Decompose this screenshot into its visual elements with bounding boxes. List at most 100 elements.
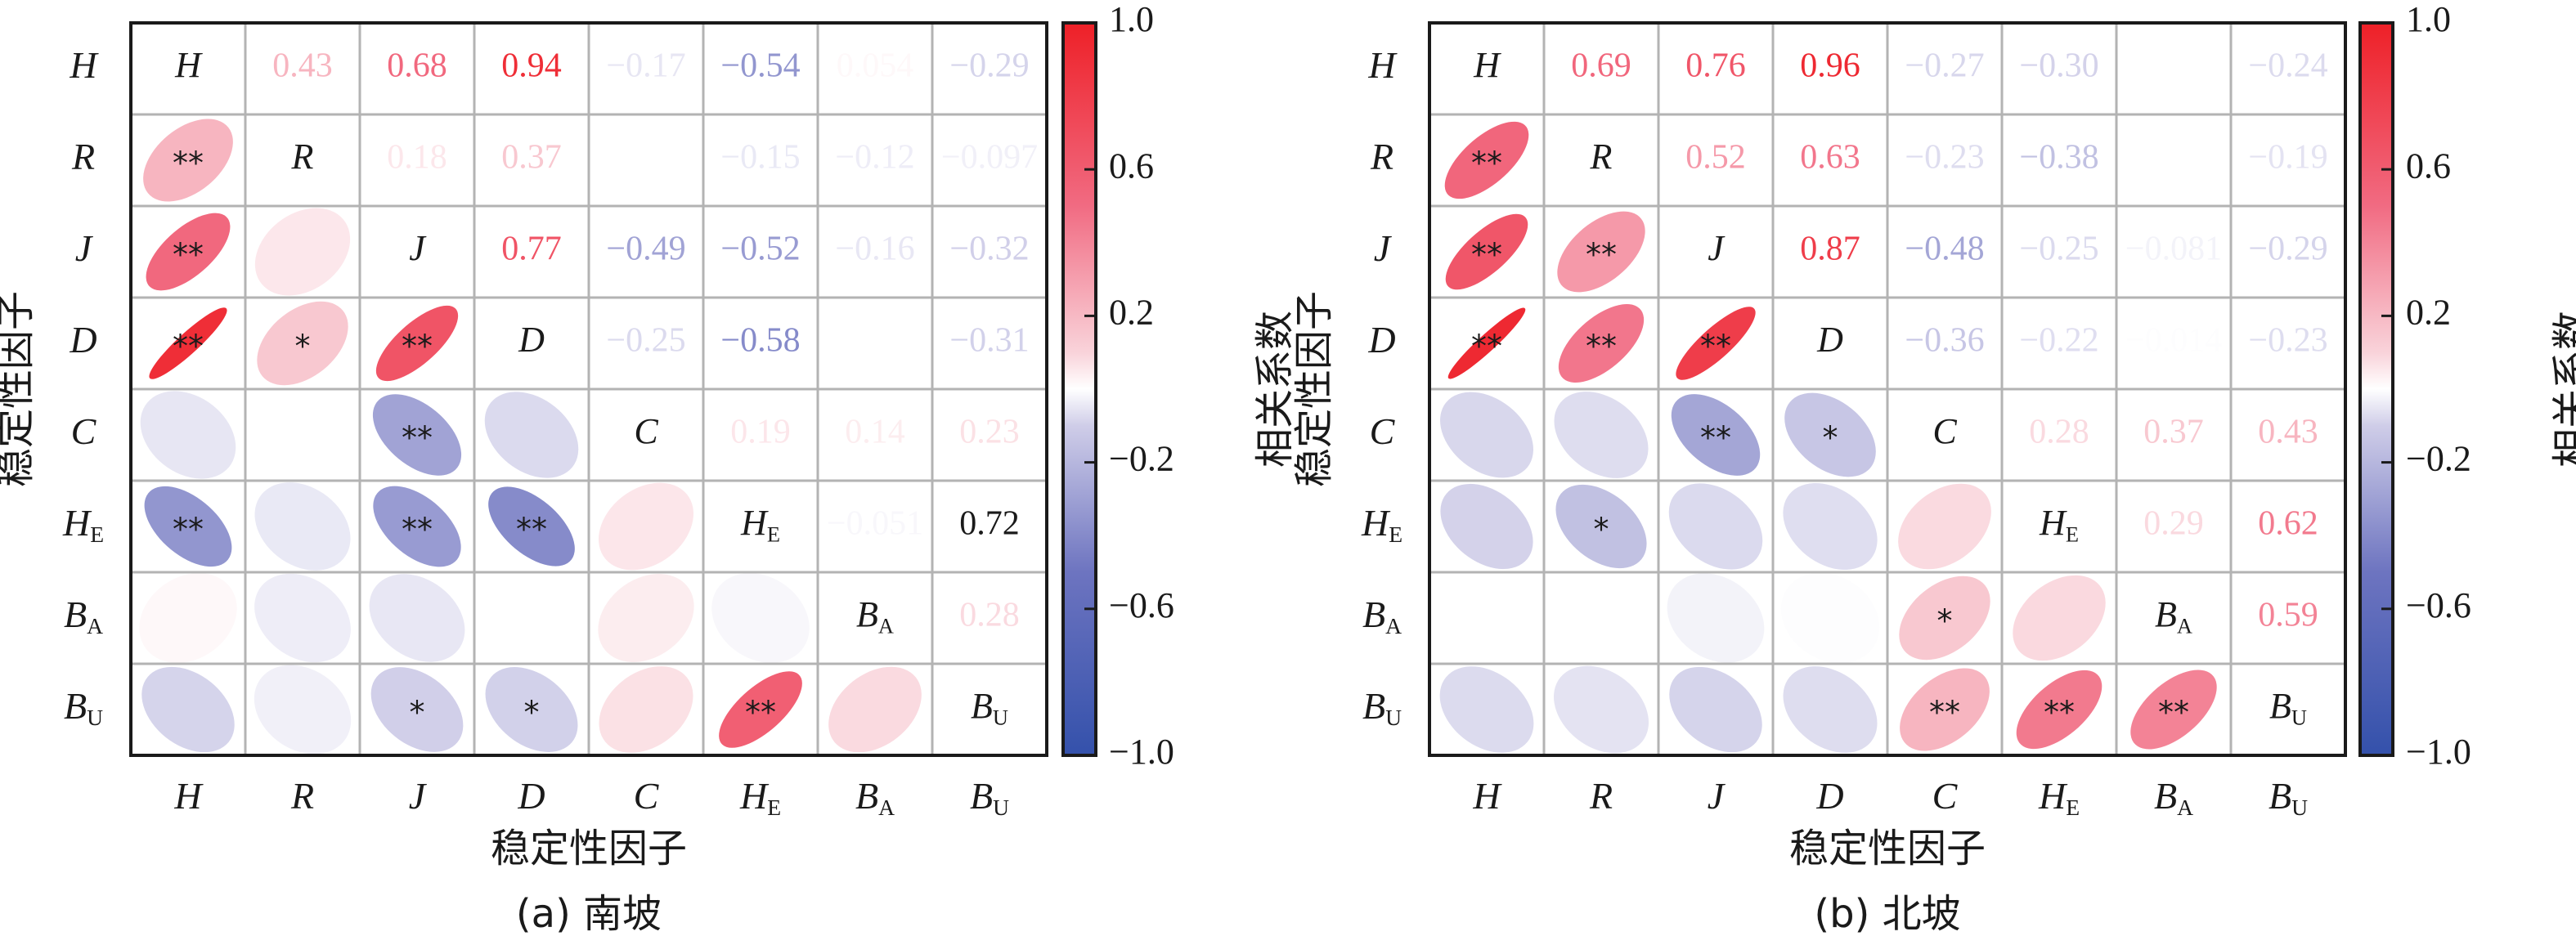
y-tick-label: H	[69, 44, 99, 86]
significance-marker: **	[1929, 695, 1960, 731]
correlation-ellipse	[254, 482, 351, 571]
correlation-ellipse	[1676, 307, 1756, 380]
diagonal-label: C	[634, 411, 658, 451]
correlation-ellipse	[149, 307, 227, 379]
coefficient-label: −0.051	[827, 505, 923, 543]
coefficient-label: 0.19	[730, 414, 791, 451]
colorbar-tick-label: 1.0	[1109, 0, 1154, 39]
significance-marker: *	[295, 329, 311, 365]
coefficient-label: −0.23	[1905, 139, 1984, 177]
coefficient-label: −0.29	[949, 47, 1029, 85]
coefficient-label: −0.23	[2248, 322, 2327, 360]
diagonal-label: J	[1708, 228, 1726, 268]
y-tick-label: BU	[1362, 685, 1402, 731]
colorbar-tick-label: −1.0	[2406, 732, 2471, 772]
x-tick-label: HE	[739, 775, 781, 821]
colorbar-tick-label: 1.0	[2406, 0, 2451, 39]
coefficient-label: 0.59	[2258, 597, 2318, 634]
x-tick-label: BA	[2154, 775, 2193, 821]
y-tick-label: BA	[64, 593, 103, 639]
diagonal-label: BA	[856, 594, 894, 638]
correlation-ellipse	[1899, 576, 1990, 661]
correlation-ellipse	[1554, 392, 1649, 478]
correlation-ellipse	[372, 394, 462, 476]
coefficient-label: 0.37	[2143, 414, 2204, 451]
significance-marker: **	[173, 146, 204, 181]
coefficient-label: 0.63	[1800, 139, 1860, 177]
significance-marker: **	[1586, 329, 1617, 365]
x-tick-label: R	[290, 775, 314, 817]
colorbar	[1061, 21, 1097, 757]
correlation-ellipse	[2013, 575, 2106, 661]
panel-south-slope: H 0.43 0.68 0.94 −0.17 −0.54 0.054 −0.29** R 0.18…	[0, 0, 1298, 937]
coefficient-label: 0.43	[272, 47, 333, 85]
colorbar-label: 相关系数	[2549, 311, 2576, 468]
correlation-ellipse	[1783, 482, 1878, 571]
correlation-ellipse	[1783, 666, 1878, 753]
coefficient-label: −0.27	[1905, 47, 1984, 85]
significance-marker: *	[1823, 420, 1838, 456]
x-axis-title: 稳定性因子	[1789, 826, 1986, 871]
coefficient-label: −0.19	[2248, 139, 2327, 177]
coefficient-label: 0.23	[959, 414, 1020, 451]
significance-marker: **	[402, 329, 433, 365]
significance-marker: **	[1471, 146, 1502, 181]
coefficient-label: −0.0015	[589, 139, 702, 177]
significance-marker: **	[745, 695, 776, 731]
correlation-ellipse	[1669, 666, 1762, 753]
x-tick-label: H	[1472, 775, 1502, 817]
diagonal-label: J	[409, 228, 427, 268]
x-tick-label: R	[1589, 775, 1613, 817]
coefficient-label: −0.16	[835, 231, 914, 268]
correlation-ellipse	[1445, 213, 1528, 290]
correlation-ellipse	[369, 574, 465, 662]
x-tick-label: C	[1932, 775, 1959, 817]
correlation-ellipse	[1440, 483, 1533, 570]
x-axis-title: 稳定性因子	[491, 826, 687, 871]
correlation-ellipse	[373, 486, 461, 567]
y-tick-label: J	[1374, 227, 1393, 269]
correlation-ellipse	[1555, 484, 1647, 569]
significance-marker: *	[524, 695, 540, 731]
coefficient-label: 0.69	[1571, 47, 1631, 85]
correlation-ellipse	[484, 392, 579, 478]
y-tick-label: HE	[1361, 502, 1402, 548]
correlation-ellipse	[1784, 392, 1876, 477]
x-tick-label: HE	[2038, 775, 2080, 821]
y-tick-label: C	[1370, 410, 1396, 452]
coefficient-label: 0.28	[959, 597, 1020, 634]
colorbar-tick-label: −0.6	[1109, 585, 1174, 625]
x-tick-label: BA	[855, 775, 895, 821]
correlation-ellipse	[143, 119, 233, 202]
significance-marker: *	[1594, 512, 1609, 548]
significance-marker: **	[173, 512, 204, 548]
y-tick-label: HE	[62, 502, 104, 548]
coefficient-label: −0.32	[949, 231, 1029, 268]
correlation-ellipse	[1898, 483, 1991, 570]
correlation-ellipse	[1440, 392, 1533, 478]
x-tick-label: BU	[2269, 775, 2308, 821]
correlation-ellipse	[1439, 666, 1534, 753]
coefficient-label: −0.24	[2248, 47, 2327, 85]
significance-marker: **	[1471, 237, 1502, 273]
colorbar-tick-label: −1.0	[1109, 732, 1174, 772]
diagonal-label: R	[1590, 137, 1613, 177]
colorbar-tick-label: 0.2	[1109, 292, 1154, 332]
x-tick-label: D	[517, 775, 545, 817]
diagonal-label: BA	[2155, 594, 2192, 638]
correlation-ellipse	[139, 573, 237, 663]
x-tick-label: BU	[970, 775, 1009, 821]
coefficient-label: −0.54	[720, 47, 800, 85]
diagonal-label: H	[174, 45, 203, 85]
coefficient-label: 0.62	[2258, 505, 2318, 543]
correlation-ellipse	[1667, 573, 1765, 663]
coefficient-label: −0.48	[1905, 231, 1984, 268]
diagonal-label: BU	[2269, 686, 2307, 729]
panel-caption: (a) 南坡	[516, 891, 662, 937]
coefficient-label: −0.36	[1905, 322, 1984, 360]
correlation-ellipse	[141, 666, 235, 753]
correlation-ellipse	[144, 486, 232, 567]
significance-marker: **	[1586, 237, 1617, 273]
grid-border	[1428, 21, 2347, 757]
